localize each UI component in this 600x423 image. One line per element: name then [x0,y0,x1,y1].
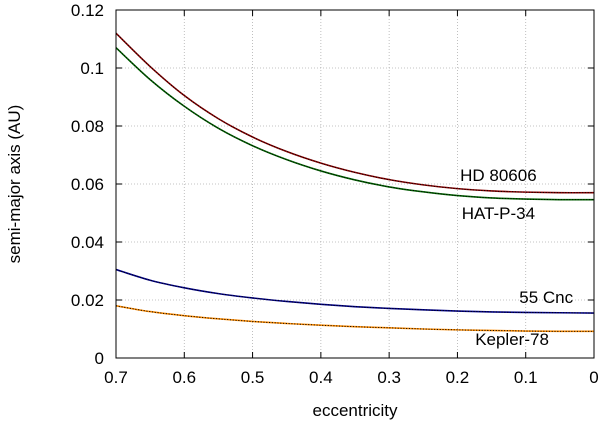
series-label-55-cnc: 55 Cnc [519,288,573,307]
y-axis-label: semi-major axis (AU) [5,105,24,264]
fit-line-hat-p-34 [115,47,595,201]
y-tick-label: 0.1 [80,59,104,78]
series-label-kepler-78: Kepler-78 [475,330,549,349]
grid [116,10,594,358]
x-tick-label: 0.1 [514,368,538,387]
y-tick-label: 0.08 [71,117,104,136]
series-labels: HD 80606 HAT-P-34 55 Cnc Kepler-78 [460,166,574,349]
axis-ticks: 0.7 0.6 0.5 0.4 0.3 0.2 0.1 0 0 0.02 0.04 0.06 0.08 0… [71,1,599,387]
x-tick-label: 0.3 [377,368,401,387]
x-tick-label: 0.2 [446,368,470,387]
x-tick-label: 0.5 [241,368,265,387]
series-line-kepler-78 [115,305,595,333]
series-group [115,32,595,333]
y-tick-label: 0.06 [71,175,104,194]
fit-line-kepler-78 [115,305,595,332]
y-tick-label: 0.04 [71,233,104,252]
x-tick-label: 0.4 [309,368,333,387]
series-label-hat-p-34: HAT-P-34 [462,204,535,223]
y-tick-label: 0.02 [71,291,104,310]
series-label-hd-80606: HD 80606 [460,166,537,185]
x-tick-label: 0 [589,368,598,387]
fit-line-hd-80606 [115,32,595,194]
x-tick-label: 0.7 [104,368,128,387]
x-tick-label: 0.6 [172,368,196,387]
fit-line-55-cnc [115,269,595,314]
x-axis-label: eccentricity [312,401,398,420]
y-tick-label: 0 [95,349,104,368]
y-tick-label: 0.12 [71,1,104,20]
